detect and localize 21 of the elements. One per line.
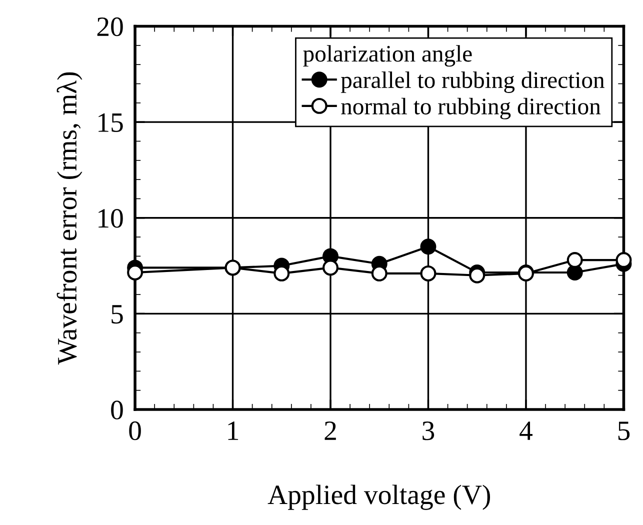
point: [420, 265, 436, 282]
x-tick-label: 3: [422, 421, 434, 440]
x-axis-title: Applied voltage (V): [268, 484, 490, 510]
point: [566, 252, 583, 268]
point: [420, 238, 436, 255]
y-tick-label: 10: [98, 209, 123, 228]
x-tick-label: 2: [324, 421, 336, 440]
y-axis-title: Wavefront error (rms, mλ): [56, 72, 82, 365]
legend-title: polarization angle: [303, 45, 472, 67]
legend-label: normal to rubbing direction: [341, 98, 601, 120]
x-tick-label: 4: [520, 422, 532, 440]
x-tick-label: 5: [618, 422, 630, 440]
legend-label: parallel to rubbing direction: [340, 71, 604, 93]
y-tick-label: 0: [111, 400, 123, 420]
point: [127, 264, 144, 280]
y-tick-label: 20: [97, 17, 123, 36]
y-tick-label: 5: [112, 305, 123, 324]
y-tick-label: 15: [98, 113, 123, 132]
x-tick-label: 0: [129, 421, 141, 440]
x-tick-label: 1: [228, 422, 238, 440]
point: [322, 260, 338, 276]
